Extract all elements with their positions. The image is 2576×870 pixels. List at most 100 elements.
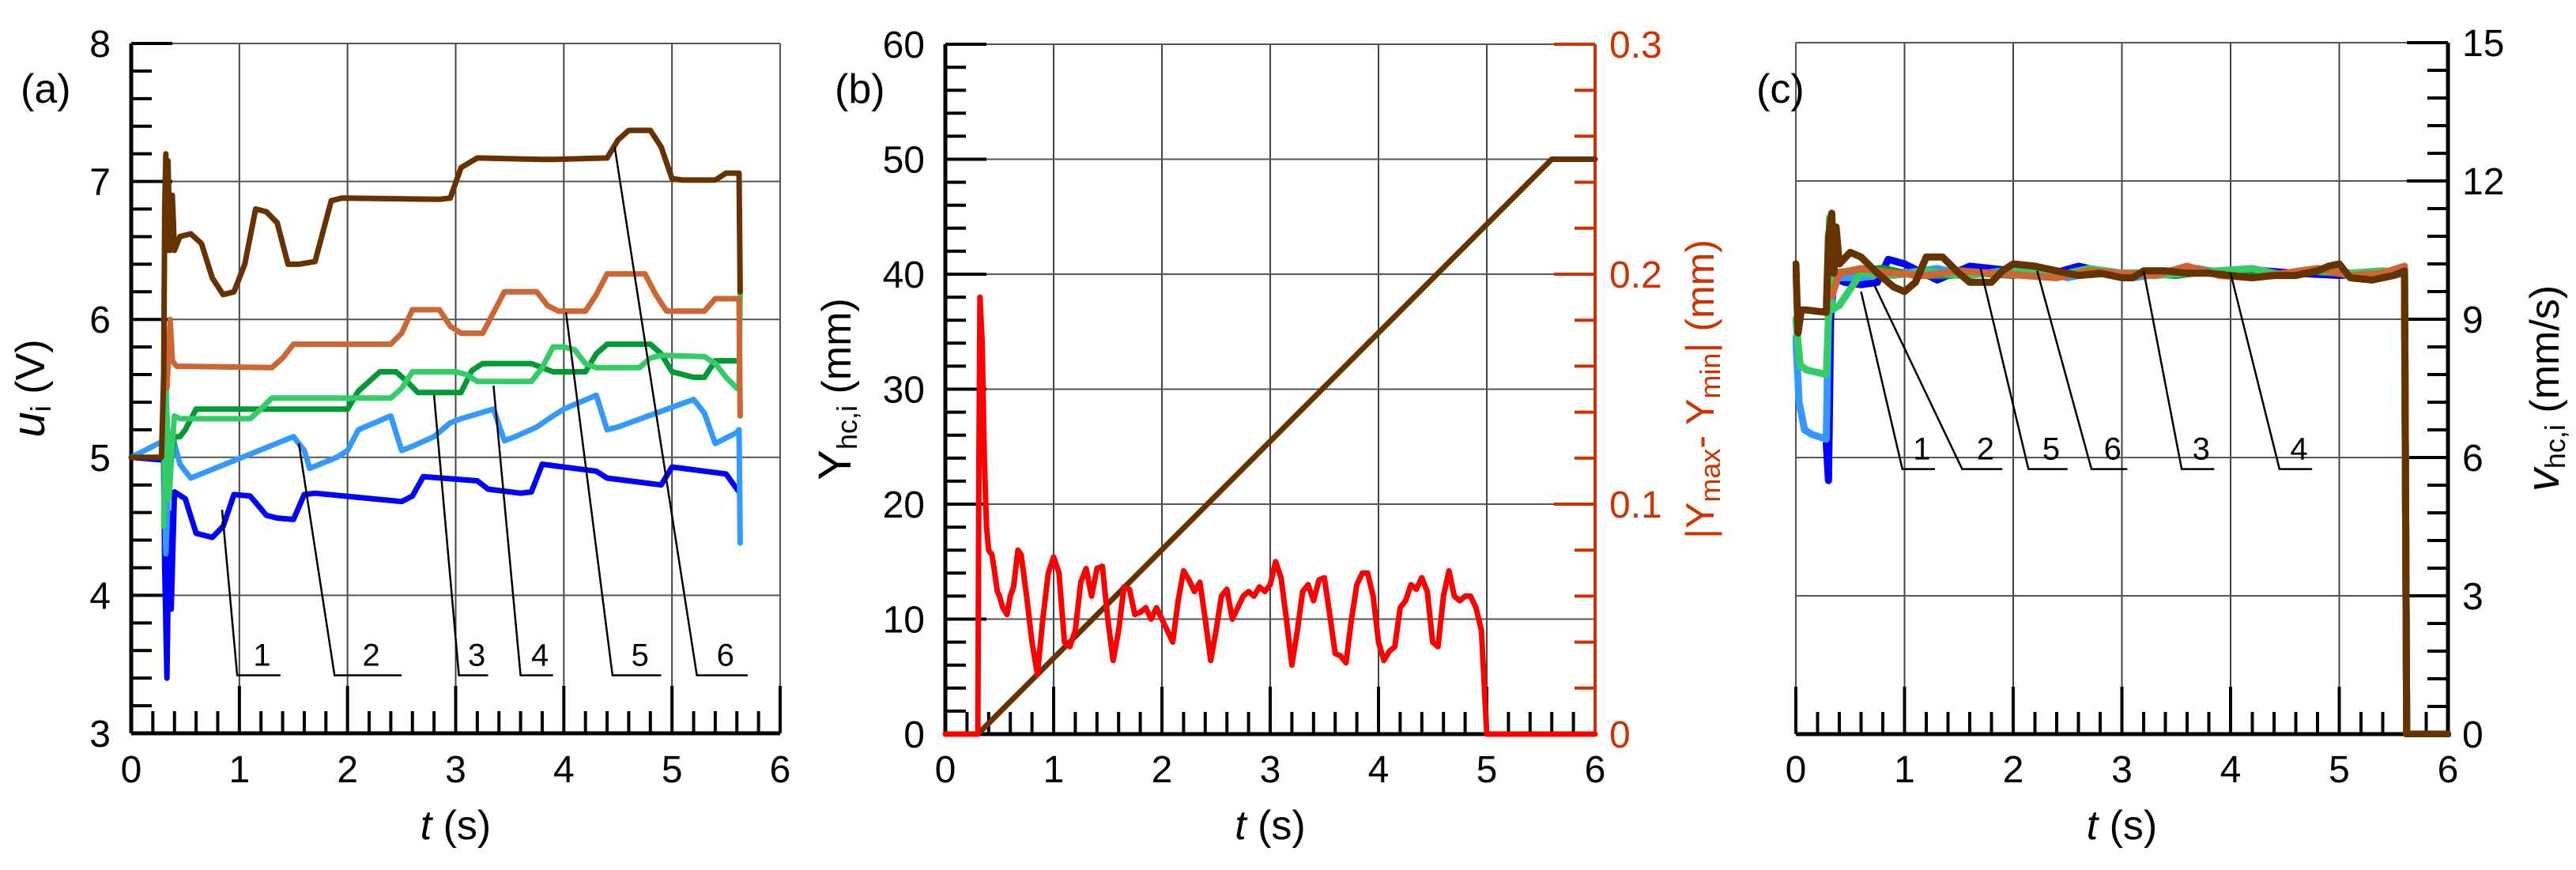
series-line-ymaxymin bbox=[942, 294, 1598, 737]
series-group bbox=[128, 127, 743, 681]
y-label-unit: (mm/s) bbox=[2522, 285, 2568, 424]
y-tick-label: 0 bbox=[903, 714, 925, 756]
y-tick-label: 10 bbox=[883, 600, 925, 642]
y-label-var: Y bbox=[809, 450, 861, 480]
annotation-label: 4 bbox=[2290, 432, 2307, 467]
x-axis-label: t (s) bbox=[2087, 803, 2158, 849]
panel-label: (c) bbox=[1756, 66, 1805, 112]
x-tick-label: 5 bbox=[1477, 749, 1498, 791]
axes bbox=[1794, 41, 2450, 736]
annotations: 1 2 5 6 3 4 bbox=[1860, 268, 2313, 470]
y-label-unit: (V) bbox=[8, 339, 54, 405]
annotation-leader bbox=[2229, 273, 2313, 470]
x-tick-label: 2 bbox=[1152, 749, 1173, 791]
x-tick-label: 3 bbox=[1260, 749, 1281, 791]
x-tick-label: 1 bbox=[1894, 749, 1915, 791]
x-tick-label: 4 bbox=[2220, 749, 2242, 791]
y2-label-part: | (mm) bbox=[1678, 239, 1722, 352]
y2-tick-label: 0.2 bbox=[1609, 254, 1662, 296]
annotation-label: 3 bbox=[2193, 432, 2210, 467]
x-axis-label: t (s) bbox=[421, 803, 492, 849]
y-label-sub: hc,i bbox=[2539, 424, 2571, 469]
y-tick-label: 3 bbox=[89, 714, 111, 755]
y-tick-labels: 3 4 5 6 7 8 bbox=[89, 24, 111, 755]
y-label-sub: hc,i bbox=[831, 405, 863, 450]
x-tick-label: 0 bbox=[1786, 749, 1807, 791]
series-group bbox=[942, 156, 1598, 737]
annotation-label: 2 bbox=[1977, 432, 1994, 467]
annotation-leader bbox=[1979, 268, 2068, 470]
y-tick-label: 8 bbox=[89, 24, 111, 66]
annotation-label: 6 bbox=[717, 638, 734, 673]
y-label-unit: (mm) bbox=[814, 298, 860, 405]
grid bbox=[1795, 42, 2448, 734]
axes bbox=[129, 42, 782, 736]
annotation-label: 6 bbox=[2104, 432, 2122, 467]
series-group bbox=[1793, 209, 2451, 737]
x-tick-label: 6 bbox=[770, 749, 791, 791]
annotation-leader bbox=[1873, 284, 2003, 470]
y-label-sub: i bbox=[25, 405, 57, 412]
x-axis-label: t (s) bbox=[1235, 803, 1306, 849]
x-tick-label: 2 bbox=[2003, 749, 2024, 791]
y-tick-labels: 0 10 20 30 40 50 60 bbox=[883, 24, 925, 756]
x-label-var: t bbox=[1235, 803, 1248, 849]
x-tick-label: 2 bbox=[337, 749, 358, 791]
y-tick-label: 5 bbox=[89, 438, 111, 480]
annotation-label: 5 bbox=[632, 638, 649, 673]
y-tick-labels: 0 3 6 9 12 15 bbox=[2462, 23, 2504, 756]
y2-tick-label: 0 bbox=[1609, 714, 1631, 756]
x-label-unit: (s) bbox=[432, 803, 491, 849]
x-label-var: t bbox=[2087, 803, 2100, 849]
annotation-leader bbox=[432, 395, 488, 676]
y-tick-label: 9 bbox=[2462, 299, 2484, 341]
y2-tick-label: 0.3 bbox=[1609, 24, 1662, 66]
x-tick-label: 0 bbox=[935, 749, 956, 791]
annotation-leader bbox=[564, 312, 662, 676]
y2-label-part: |Y bbox=[1678, 503, 1722, 539]
annotation-leader bbox=[492, 385, 553, 676]
series-line-2 bbox=[1793, 265, 2411, 737]
series-line-1 bbox=[1823, 255, 2411, 737]
x-tick-label: 3 bbox=[2111, 749, 2133, 791]
x-tick-label: 4 bbox=[1368, 749, 1390, 791]
x-tick-label: 5 bbox=[662, 749, 683, 791]
x-tick-label: 6 bbox=[1585, 749, 1606, 791]
x-tick-label: 3 bbox=[445, 749, 466, 791]
panel-a-voltage-chart: 0 1 2 3 4 5 6 3 4 5 6 7 8 t (s) ui (V) (a) 1 2 3 4 5 6 bbox=[3, 24, 790, 849]
x-tick-label: 6 bbox=[2438, 749, 2459, 791]
series-line-4 bbox=[160, 288, 743, 529]
series-line-1 bbox=[128, 454, 742, 681]
y-tick-label: 20 bbox=[883, 484, 925, 526]
annotation-leader bbox=[2142, 270, 2215, 470]
series-line-5 bbox=[164, 271, 743, 419]
x-label-unit: (s) bbox=[1247, 803, 1306, 849]
y-label-var: u bbox=[3, 412, 55, 437]
annotations: 1 2 3 4 5 6 bbox=[221, 146, 748, 676]
y2-axis-label: |Ymax- Ymin| (mm) bbox=[1678, 239, 1726, 539]
y-tick-label: 6 bbox=[89, 299, 111, 341]
y-tick-label: 60 bbox=[883, 24, 925, 66]
x-tick-label: 5 bbox=[2329, 749, 2350, 791]
x-tick-labels: 0 1 2 3 4 5 6 bbox=[935, 749, 1606, 791]
x-tick-label: 0 bbox=[121, 749, 142, 791]
annotation-leader bbox=[221, 510, 281, 676]
series-line-4 bbox=[1793, 214, 2411, 737]
annotation-label: 3 bbox=[468, 638, 485, 673]
y-label-var: v bbox=[2518, 466, 2569, 491]
y-axis-label: ui (V) bbox=[3, 339, 57, 437]
annotation-label: 1 bbox=[1913, 432, 1930, 467]
x-tick-labels: 0 1 2 3 4 5 6 bbox=[121, 749, 791, 791]
y2-label-part: - Y bbox=[1678, 399, 1722, 449]
y-tick-label: 4 bbox=[89, 575, 111, 617]
y2-axis-group: 0 0.1 0.2 0.3 |Ymax- Ymin| (mm) bbox=[1554, 24, 1726, 756]
annotation-leader bbox=[2036, 270, 2128, 470]
series-line-6 bbox=[1793, 209, 2451, 737]
annotation-label: 5 bbox=[2042, 432, 2060, 467]
y-axis-label: Yhc,i (mm) bbox=[809, 298, 863, 480]
y2-label-sub: max bbox=[1694, 449, 1726, 503]
y-axis-label: vhc,i (mm/s) bbox=[2518, 285, 2571, 491]
annotation-leader bbox=[1860, 291, 1935, 470]
